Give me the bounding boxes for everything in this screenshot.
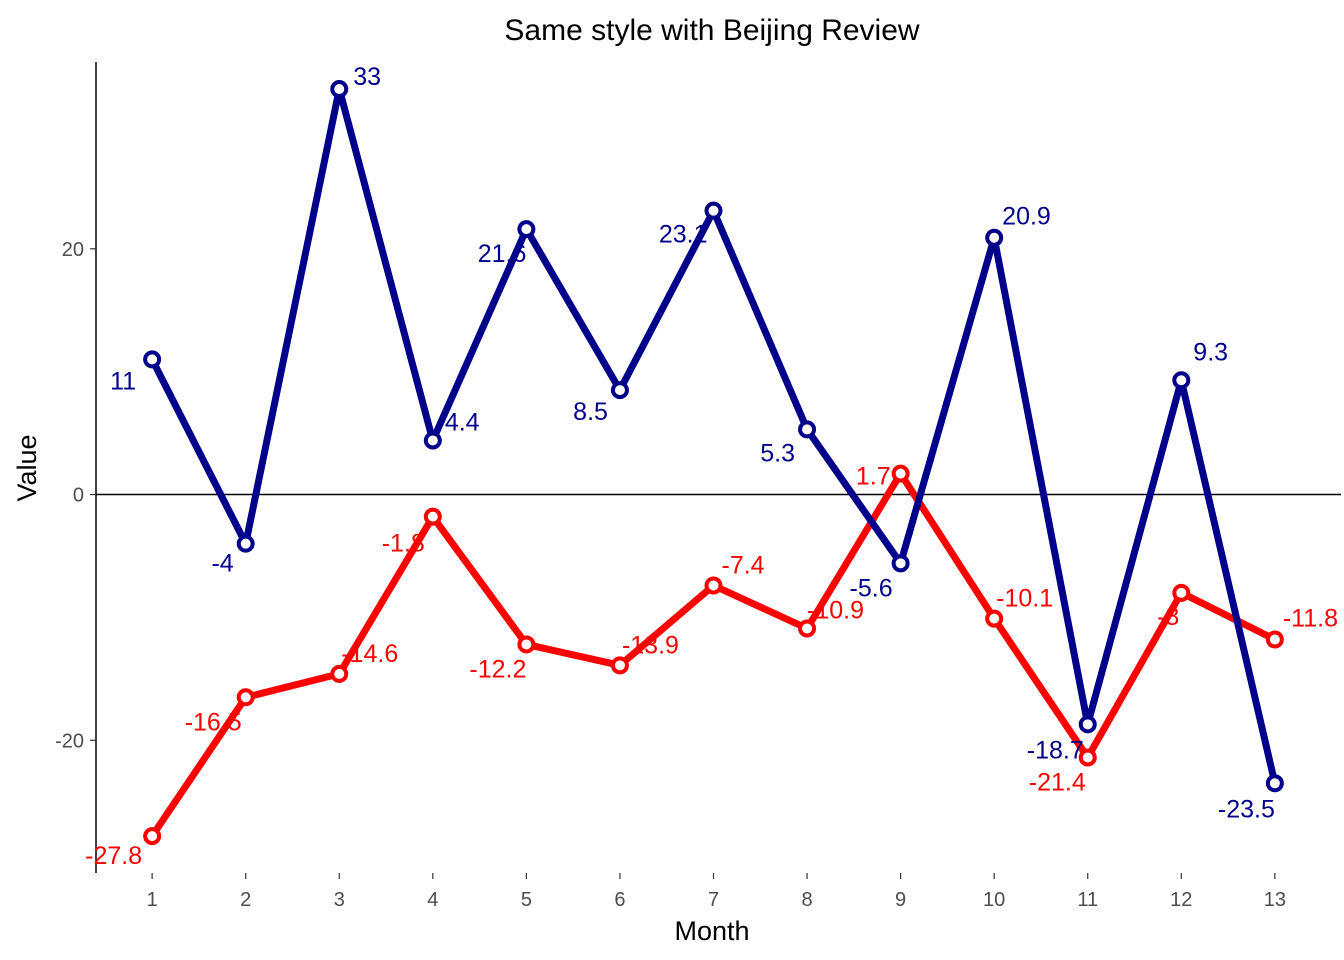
data-point [330, 664, 349, 683]
x-tick-label: 10 [983, 889, 1005, 911]
data-label: 23.1 [659, 221, 708, 249]
data-label: -7.4 [722, 551, 765, 579]
data-label: 5.3 [760, 439, 795, 467]
data-point [1078, 715, 1097, 734]
data-label: 11 [110, 367, 136, 395]
data-point [517, 635, 536, 654]
data-point [1265, 774, 1284, 793]
x-tick-label: 13 [1264, 889, 1286, 911]
data-point [704, 201, 723, 220]
data-label: -16.5 [185, 708, 242, 736]
data-label: -8 [1157, 603, 1179, 631]
data-label: 1.7 [856, 463, 891, 491]
x-tick-label: 4 [427, 889, 438, 911]
data-point [143, 350, 162, 369]
data-point [610, 381, 629, 400]
data-point [423, 431, 442, 450]
series-points [143, 80, 1284, 846]
x-tick-label: 3 [334, 889, 345, 911]
data-point [891, 464, 910, 483]
data-label: 21.6 [478, 240, 527, 268]
x-tick-label: 6 [614, 889, 625, 911]
x-tick-label: 2 [240, 889, 251, 911]
data-point [1172, 371, 1191, 390]
data-label: -14.6 [341, 640, 398, 668]
data-point [1172, 583, 1191, 602]
data-point [236, 688, 255, 707]
data-point [1078, 748, 1097, 767]
data-point [798, 619, 817, 638]
data-label: -5.6 [850, 574, 893, 602]
data-label: 9.3 [1193, 338, 1228, 366]
y-tick-label: 20 [62, 239, 84, 261]
data-label: -27.8 [85, 842, 142, 870]
data-label: 20.9 [1002, 203, 1051, 231]
y-axis-title: Value [12, 434, 42, 501]
data-point [704, 576, 723, 595]
data-point [330, 80, 349, 99]
series-lines [148, 85, 1279, 840]
y-tick-label: 0 [73, 485, 84, 507]
data-point [517, 220, 536, 239]
data-label: -13.9 [622, 631, 679, 659]
data-label: -4 [211, 550, 233, 578]
data-point [143, 827, 162, 846]
x-tick-label: 7 [708, 889, 719, 911]
data-point [891, 554, 910, 573]
data-label: 8.5 [573, 398, 608, 426]
data-point [423, 507, 442, 526]
x-tick-label: 12 [1170, 889, 1192, 911]
data-label: -10.9 [807, 596, 864, 624]
data-point [236, 534, 255, 553]
data-point [798, 420, 817, 439]
x-tick-label: 11 [1077, 889, 1098, 911]
data-labels: 11 -4 33 4.4 21.6 8.5 23.1 5.3 -5.6 20.9 -18.7 9.3 -… [85, 63, 1338, 870]
data-label: 4.4 [445, 408, 480, 436]
data-label: -10.1 [996, 585, 1053, 613]
data-point [1265, 630, 1284, 649]
data-label: -11.8 [1283, 605, 1338, 633]
data-point [610, 656, 629, 675]
data-label: -18.7 [1027, 736, 1084, 764]
data-point [985, 228, 1004, 247]
x-tick-label: 8 [801, 889, 812, 911]
data-label: -12.2 [469, 655, 526, 683]
data-label: -21.4 [1029, 768, 1086, 796]
y-tick-label: -20 [55, 730, 84, 752]
data-point [985, 609, 1004, 628]
data-label: -23.5 [1218, 795, 1275, 823]
chart-title: Same style with Beijing Review [504, 14, 920, 47]
data-label: -1.8 [382, 530, 425, 558]
x-tick-label: 1 [147, 889, 158, 911]
x-tick-label: 5 [521, 889, 532, 911]
x-tick-label: 9 [895, 889, 906, 911]
x-axis-title: Month [674, 916, 749, 946]
data-label: 33 [353, 63, 381, 91]
